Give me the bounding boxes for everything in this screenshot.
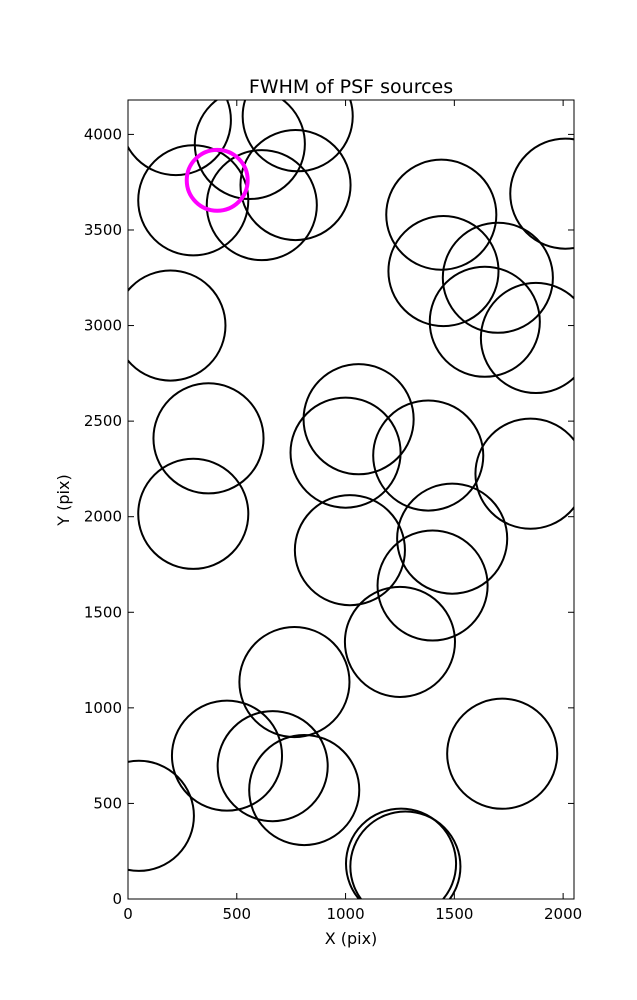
source-circle xyxy=(289,396,402,509)
source-circle xyxy=(248,734,361,847)
source-circle xyxy=(128,759,195,872)
x-axis: 0 500 1000 1500 2000 xyxy=(123,100,582,923)
source-circle xyxy=(345,807,458,899)
source-circle xyxy=(343,585,456,698)
source-circle xyxy=(396,482,509,595)
source-circle xyxy=(216,710,329,823)
source-circles xyxy=(128,100,574,899)
x-tick-label: 500 xyxy=(222,905,251,923)
source-circle xyxy=(193,100,306,200)
source-circle xyxy=(376,529,489,642)
chart-title: FWHM of PSF sources xyxy=(249,76,453,98)
source-circle xyxy=(170,699,284,812)
x-tick-label: 0 xyxy=(123,905,133,923)
source-circle xyxy=(128,269,227,382)
source-circle xyxy=(372,399,485,512)
source-circle xyxy=(302,363,415,476)
y-tick-label: 500 xyxy=(93,794,122,812)
source-circle xyxy=(238,626,351,739)
source-circle xyxy=(137,144,250,257)
source-circle xyxy=(441,221,554,334)
y-tick-label: 4000 xyxy=(84,125,122,143)
x-tick-label: 1500 xyxy=(435,905,473,923)
source-circle xyxy=(241,100,354,173)
source-circle xyxy=(428,265,541,378)
source-circle xyxy=(479,281,574,395)
y-tick-label: 0 xyxy=(112,890,122,908)
x-tick-label: 1000 xyxy=(326,905,364,923)
source-circle xyxy=(137,457,250,570)
source-circle xyxy=(474,417,574,530)
x-tick-label: 2000 xyxy=(544,905,582,923)
x-axis-label: X (pix) xyxy=(325,929,378,948)
source-circle xyxy=(446,697,559,810)
highlighted-source-circle xyxy=(184,147,250,213)
source-circle xyxy=(128,100,232,177)
source-circle xyxy=(205,149,318,262)
y-tick-label: 3000 xyxy=(84,317,122,335)
source-circle xyxy=(293,494,406,607)
y-axis: 0 500 1000 1500 2000 2500 3000 3500 4000 xyxy=(84,125,574,908)
y-axis-label: Y (pix) xyxy=(54,474,73,526)
source-circle xyxy=(349,810,462,899)
source-circle xyxy=(385,158,498,271)
y-tick-label: 1500 xyxy=(84,603,122,621)
y-tick-label: 1000 xyxy=(84,699,122,717)
plot-frame xyxy=(127,99,575,900)
y-tick-label: 2000 xyxy=(84,508,122,526)
source-circle xyxy=(239,129,352,242)
source-circle xyxy=(152,382,265,495)
source-circle xyxy=(387,215,500,328)
source-circle xyxy=(509,137,574,250)
y-tick-label: 2500 xyxy=(84,412,122,430)
y-tick-label: 3500 xyxy=(84,221,122,239)
